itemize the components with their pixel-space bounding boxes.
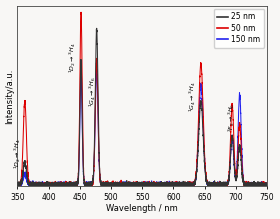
25 nm bbox=[30, 185, 33, 188]
25 nm bbox=[95, 27, 98, 30]
Line: 150 nm: 150 nm bbox=[17, 69, 267, 186]
X-axis label: Wavelength / nm: Wavelength / nm bbox=[106, 205, 178, 214]
25 nm bbox=[221, 184, 225, 186]
50 nm bbox=[165, 183, 169, 186]
150 nm bbox=[265, 182, 269, 185]
50 nm bbox=[111, 184, 115, 186]
25 nm bbox=[202, 150, 206, 153]
Text: $^3F_2{\to}^3H_6$: $^3F_2{\to}^3H_6$ bbox=[227, 103, 237, 132]
150 nm bbox=[202, 141, 206, 144]
Y-axis label: Intensity/a.u.: Intensity/a.u. bbox=[6, 68, 15, 124]
150 nm bbox=[111, 182, 115, 185]
50 nm bbox=[202, 134, 206, 137]
Line: 25 nm: 25 nm bbox=[17, 28, 267, 186]
50 nm bbox=[61, 184, 64, 186]
Legend: 25 nm, 50 nm, 150 nm: 25 nm, 50 nm, 150 nm bbox=[214, 9, 264, 48]
150 nm bbox=[221, 181, 225, 184]
50 nm bbox=[265, 183, 269, 185]
Line: 50 nm: 50 nm bbox=[17, 12, 267, 186]
25 nm bbox=[265, 182, 269, 185]
150 nm bbox=[61, 183, 64, 186]
25 nm bbox=[111, 183, 115, 185]
50 nm bbox=[178, 181, 181, 183]
Text: $^1D_2{\to}^3H_4$: $^1D_2{\to}^3H_4$ bbox=[13, 138, 23, 169]
25 nm bbox=[178, 183, 181, 186]
Text: $^1G_4{\to}^3H_6$: $^1G_4{\to}^3H_6$ bbox=[88, 76, 98, 107]
150 nm bbox=[16, 184, 19, 187]
25 nm bbox=[165, 183, 169, 185]
50 nm bbox=[79, 11, 83, 14]
50 nm bbox=[16, 182, 19, 185]
150 nm bbox=[17, 185, 20, 188]
50 nm bbox=[221, 183, 225, 185]
50 nm bbox=[16, 185, 19, 188]
25 nm bbox=[16, 182, 19, 184]
25 nm bbox=[61, 183, 64, 186]
150 nm bbox=[178, 183, 181, 185]
150 nm bbox=[165, 182, 169, 185]
Text: $^1D_2{\to}^3H_4$: $^1D_2{\to}^3H_4$ bbox=[68, 42, 78, 72]
Text: $^1G_4{\to}^3H_4$: $^1G_4{\to}^3H_4$ bbox=[188, 81, 198, 112]
150 nm bbox=[95, 68, 99, 71]
